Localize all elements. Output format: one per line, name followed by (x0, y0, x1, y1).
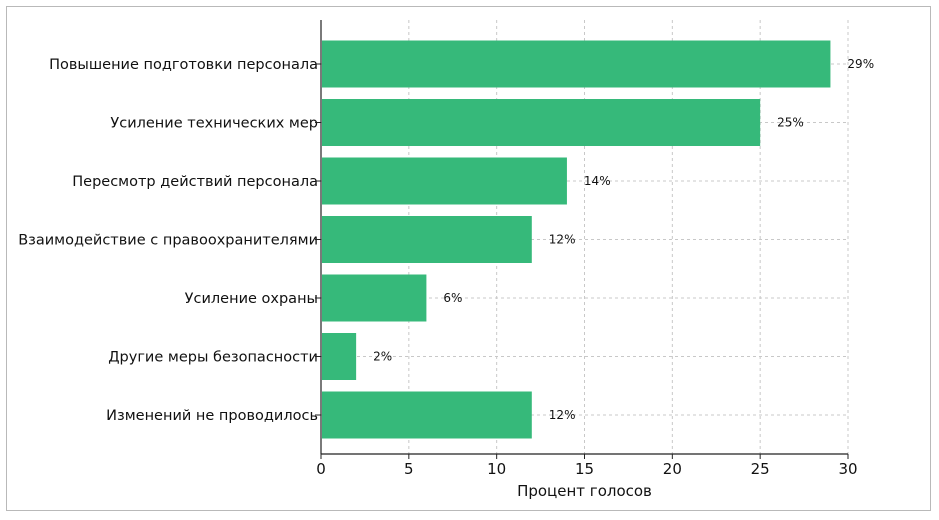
data-label: 12% (549, 408, 576, 422)
bar (322, 40, 831, 88)
category-label: Другие меры безопасности (108, 350, 318, 366)
x-tick-label: 15 (575, 460, 594, 478)
data-label: 2% (373, 350, 392, 364)
data-label: 14% (584, 174, 611, 188)
bar (322, 391, 532, 439)
category-label: Повышение подготовки персонала (49, 57, 318, 73)
data-label: 6% (443, 291, 462, 305)
category-label: Пересмотр действий персонала (72, 174, 318, 190)
bar (322, 333, 357, 380)
data-label: 25% (777, 116, 804, 130)
category-label: Усиление охраны (185, 291, 318, 307)
x-tick-label: 0 (316, 460, 326, 478)
x-tick-label: 25 (751, 460, 770, 478)
category-label: Изменений не проводилось (106, 408, 318, 424)
category-label: Взаимодействие с правоохранителями (18, 233, 318, 249)
bar (322, 157, 567, 205)
x-tick-label: 20 (663, 460, 682, 478)
x-axis-title: Процент голосов (517, 482, 652, 500)
data-label: 12% (549, 233, 576, 247)
bar (322, 216, 532, 263)
bar (322, 99, 761, 146)
labels: Повышение подготовки персонала 29% Усилени… (18, 57, 874, 478)
grid-lines (321, 20, 849, 454)
x-tick-label: 10 (487, 460, 506, 478)
bar (322, 274, 427, 322)
category-label: Усиление технических мер (110, 116, 318, 132)
x-tick-label: 5 (404, 460, 414, 478)
data-label: 29% (847, 57, 874, 71)
bars (322, 40, 831, 439)
x-tick-label: 30 (838, 460, 857, 478)
